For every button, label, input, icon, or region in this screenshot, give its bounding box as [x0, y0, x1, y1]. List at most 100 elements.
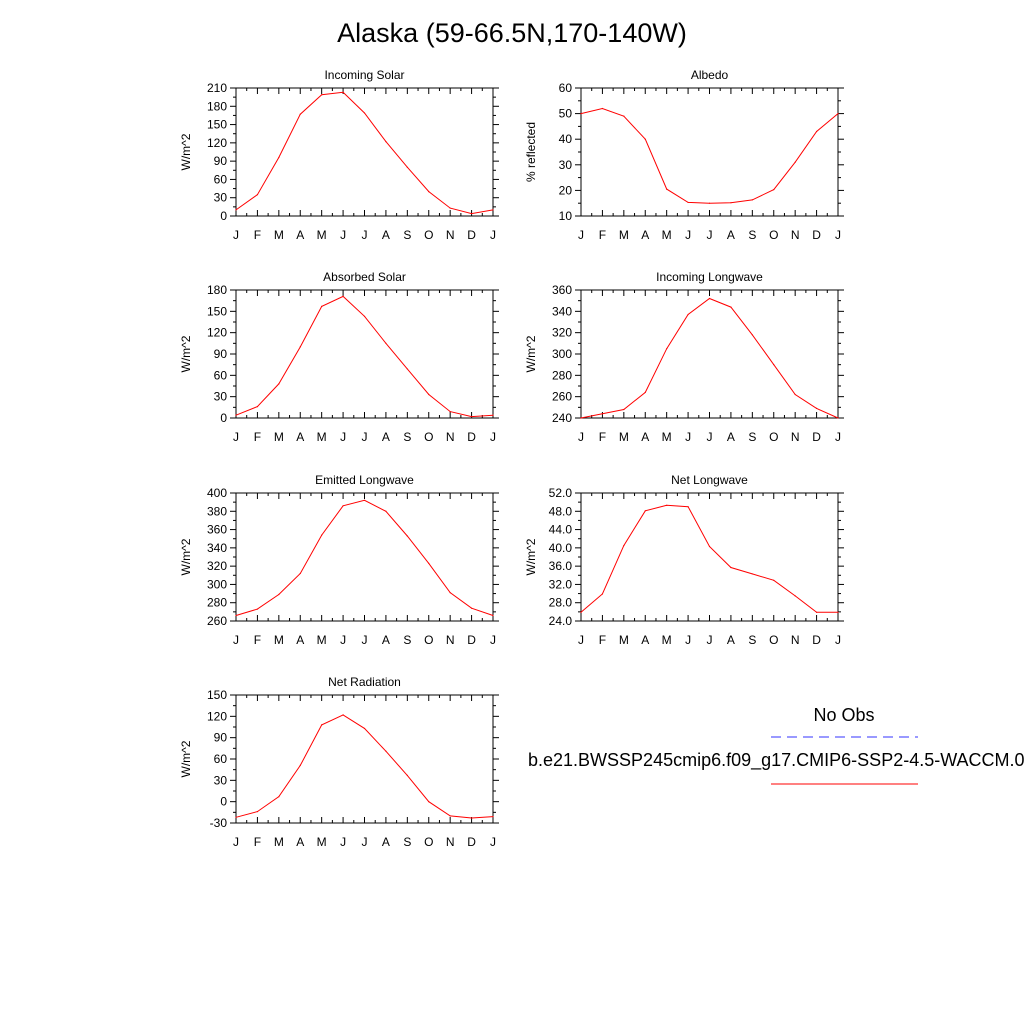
net-longwave-ytick-label: 44.0 — [549, 523, 573, 537]
albedo-xtick-label: N — [791, 228, 800, 242]
net-longwave-data-point — [751, 573, 753, 575]
incoming-solar-data-point — [235, 209, 237, 211]
net-radiation-xtick-label: F — [254, 835, 261, 849]
net-radiation-data-point — [321, 724, 323, 726]
incoming-solar-xtick-label: M — [317, 228, 327, 242]
incoming-longwave-xtick-label: O — [769, 430, 778, 444]
net-radiation-xtick-label: J — [490, 835, 496, 849]
albedo-data-point — [815, 130, 818, 133]
albedo-xtick-label: M — [619, 228, 629, 242]
incoming-solar-xtick-label: S — [403, 228, 411, 242]
incoming-longwave-data-point — [794, 393, 796, 396]
incoming-longwave-data-point — [815, 407, 818, 409]
emitted-longwave-data-point — [235, 614, 237, 617]
absorbed-solar-data-point — [299, 346, 301, 348]
incoming-longwave-xtick-label: J — [835, 430, 841, 444]
incoming-longwave-title: Incoming Longwave — [656, 270, 763, 284]
legend-obs-label: No Obs — [813, 705, 875, 725]
emitted-longwave-xtick-label: A — [382, 633, 390, 647]
emitted-longwave-ytick-label: 400 — [207, 486, 227, 500]
absorbed-solar-xtick-label: D — [467, 430, 476, 444]
absorbed-solar-xtick-label: J — [490, 430, 496, 444]
albedo-xtick-label: J — [578, 228, 584, 242]
incoming-solar-xtick-label: J — [340, 228, 346, 242]
emitted-longwave-xtick-label: S — [403, 633, 411, 647]
incoming-solar-data-point — [449, 207, 451, 209]
emitted-longwave-ytick-label: 360 — [207, 523, 227, 537]
absorbed-solar-xtick-label: M — [274, 430, 284, 444]
albedo-ytick-label: 30 — [559, 158, 573, 172]
net-longwave-data-point — [623, 544, 625, 547]
net-longwave-ytick-label: 28.0 — [549, 596, 573, 610]
net-longwave-xtick-label: A — [727, 633, 735, 647]
incoming-longwave-xtick-label: F — [599, 430, 606, 444]
albedo-data-point — [687, 201, 689, 204]
absorbed-solar-data-point — [278, 383, 280, 385]
net-longwave-xtick-label: J — [578, 633, 584, 647]
emitted-longwave-data-point — [299, 572, 301, 575]
incoming-solar-xtick-label: J — [490, 228, 496, 242]
incoming-solar-ytick-label: 90 — [214, 154, 228, 168]
incoming-solar-xtick-label: F — [254, 228, 261, 242]
incoming-longwave-xtick-label: J — [578, 430, 584, 444]
albedo-xtick-label: S — [748, 228, 756, 242]
incoming-solar-ytick-label: 150 — [207, 118, 227, 132]
net-radiation-data-point — [278, 796, 280, 798]
absorbed-solar-title: Absorbed Solar — [323, 270, 406, 284]
incoming-solar-data-point — [470, 212, 473, 215]
net-longwave-ytick-label: 52.0 — [549, 486, 573, 500]
absorbed-solar-plot-frame — [235, 289, 494, 419]
albedo-data-point — [623, 115, 625, 117]
net-longwave-data-point — [708, 545, 711, 548]
incoming-solar-data-point — [406, 166, 408, 168]
absorbed-solar-xtick-label: F — [254, 430, 261, 444]
net-longwave-xtick-label: M — [662, 633, 672, 647]
albedo-xtick-label: J — [707, 228, 713, 242]
incoming-solar-data-point — [342, 91, 344, 93]
emitted-longwave-xtick-label: J — [233, 633, 239, 647]
emitted-longwave-data-point — [278, 593, 280, 596]
absorbed-solar-xtick-label: J — [340, 430, 346, 444]
net-radiation-ytick-label: 30 — [214, 773, 228, 787]
incoming-solar-xtick-label: M — [274, 228, 284, 242]
absorbed-solar-data-point — [256, 406, 259, 408]
incoming-solar-ytick-label: 210 — [207, 81, 227, 95]
net-longwave-xtick-label: J — [707, 633, 713, 647]
net-longwave-title: Net Longwave — [671, 473, 748, 487]
incoming-longwave-data-point — [837, 417, 839, 419]
net-radiation-ytick-label: 120 — [207, 709, 227, 723]
incoming-solar-xtick-label: O — [424, 228, 433, 242]
absorbed-solar-data-point — [321, 305, 323, 307]
net-radiation-ytick-label: 0 — [220, 795, 227, 809]
emitted-longwave-data-point — [470, 607, 473, 609]
incoming-solar-ytick-label: 0 — [220, 209, 227, 223]
incoming-solar-plot-frame — [235, 87, 494, 217]
net-radiation-xtick-label: J — [340, 835, 346, 849]
emitted-longwave-data-point — [428, 562, 430, 565]
albedo-xtick-label: J — [685, 228, 691, 242]
net-radiation-plot-frame — [235, 694, 494, 824]
absorbed-solar-data-point — [406, 368, 408, 370]
net-longwave-data-point — [601, 593, 604, 595]
emitted-longwave-xtick-label: F — [254, 633, 261, 647]
emitted-longwave-ytick-label: 320 — [207, 559, 227, 573]
incoming-longwave-xtick-label: D — [812, 430, 821, 444]
net-radiation-xtick-label: M — [317, 835, 327, 849]
net-radiation-ylabel: W/m^2 — [179, 740, 193, 777]
incoming-longwave-xtick-label: M — [662, 430, 672, 444]
absorbed-solar-xtick-label: N — [446, 430, 455, 444]
incoming-longwave-xtick-label: J — [707, 430, 713, 444]
net-radiation-data-point — [428, 801, 430, 803]
emitted-longwave-data-point — [256, 608, 259, 610]
absorbed-solar-data-point — [428, 393, 430, 396]
net-radiation-ytick-label: 90 — [214, 731, 228, 745]
net-radiation-data-point — [492, 816, 494, 818]
net-radiation-data-point — [385, 750, 387, 752]
net-radiation-xtick-label: J — [362, 835, 368, 849]
incoming-longwave-data-point — [623, 408, 625, 411]
net-longwave-xtick-label: D — [812, 633, 821, 647]
incoming-solar-xtick-label: D — [467, 228, 476, 242]
incoming-solar-data-point — [428, 191, 430, 193]
